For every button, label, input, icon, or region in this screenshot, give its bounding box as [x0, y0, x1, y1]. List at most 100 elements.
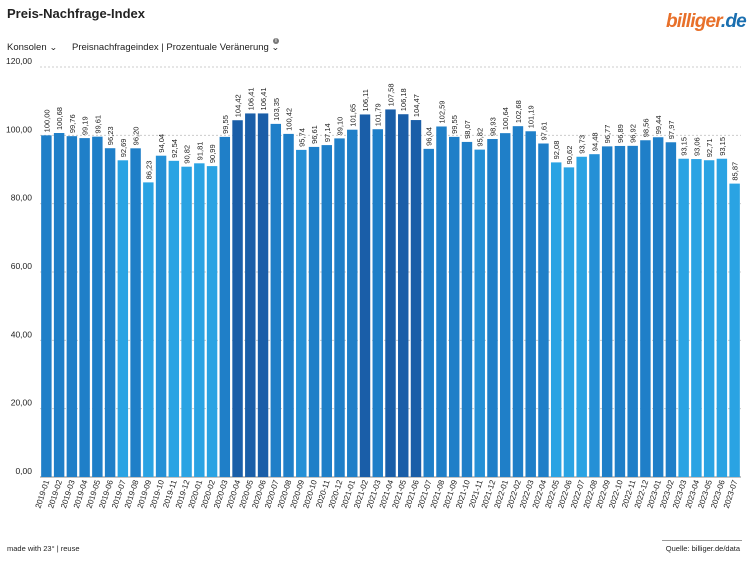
- bar-value-label: 106,18: [399, 88, 408, 111]
- bar[interactable]: [296, 149, 307, 477]
- bar-value-label: 86,23: [144, 161, 153, 180]
- bar[interactable]: [398, 114, 409, 478]
- bar-value-label: 97,14: [323, 123, 332, 142]
- bar-value-label: 92,08: [552, 141, 561, 160]
- bar-value-label: 103,35: [272, 98, 281, 121]
- bar[interactable]: [436, 126, 447, 478]
- bar[interactable]: [678, 158, 689, 478]
- bar[interactable]: [359, 114, 371, 478]
- made-with-credit[interactable]: made with 23° | reuse: [7, 544, 80, 553]
- bar[interactable]: [321, 145, 332, 478]
- bar[interactable]: [589, 154, 600, 477]
- bar[interactable]: [525, 131, 536, 477]
- bar[interactable]: [41, 135, 52, 478]
- bar[interactable]: [627, 145, 638, 477]
- bar[interactable]: [219, 136, 231, 477]
- chart-title: Preis-Nachfrage-Index: [7, 6, 145, 21]
- bar[interactable]: [487, 138, 498, 477]
- bar-value-label: 99,76: [68, 114, 77, 133]
- bar-value-label: 99,10: [336, 117, 345, 136]
- bar[interactable]: [563, 167, 575, 478]
- bar[interactable]: [652, 137, 664, 477]
- bar-value-label: 95,82: [476, 128, 485, 147]
- bar[interactable]: [79, 138, 90, 477]
- bar-value-label: 92,71: [705, 138, 714, 157]
- bar[interactable]: [66, 136, 78, 478]
- bar[interactable]: [410, 120, 422, 477]
- bar[interactable]: [194, 163, 205, 477]
- source-credit[interactable]: Quelle: billiger.de/data: [665, 544, 740, 553]
- bar[interactable]: [614, 145, 626, 477]
- bar-value-label: 100,64: [501, 107, 510, 130]
- bar[interactable]: [257, 113, 269, 478]
- bar-value-label: 93,15: [680, 137, 689, 156]
- bar-value-label: 96,92: [629, 124, 638, 143]
- bar-value-label: 104,47: [412, 94, 421, 117]
- bar[interactable]: [601, 146, 613, 477]
- bar[interactable]: [716, 158, 728, 478]
- bar-value-label: 96,20: [132, 127, 141, 146]
- bar[interactable]: [474, 149, 485, 478]
- bar-value-label: 99,44: [654, 115, 663, 134]
- bar[interactable]: [168, 160, 180, 478]
- bar[interactable]: [538, 143, 549, 478]
- bar-value-label: 100,68: [55, 107, 64, 130]
- bar[interactable]: [245, 113, 256, 478]
- bar[interactable]: [308, 146, 320, 477]
- bar-value-label: 101,19: [527, 105, 536, 128]
- billiger-logo[interactable]: billiger.de: [666, 11, 747, 33]
- metric-dropdown[interactable]: Preisnachfrageindex | Prozentuale Veräne…: [72, 42, 279, 53]
- bar[interactable]: [232, 120, 243, 478]
- bars: [41, 109, 740, 478]
- bar[interactable]: [334, 138, 345, 478]
- bar[interactable]: [449, 136, 460, 477]
- bar-value-label: 106,11: [361, 89, 370, 111]
- y-tick-label: 100,00: [6, 124, 32, 134]
- y-axis-ticks: 0,00 20,00 40,00 60,00 80,00 100,00 120,00: [6, 56, 32, 476]
- bar[interactable]: [270, 123, 282, 477]
- bar[interactable]: [640, 140, 651, 477]
- bar[interactable]: [53, 133, 65, 477]
- bar[interactable]: [550, 162, 562, 478]
- y-tick-label: 60,00: [11, 261, 33, 271]
- bar[interactable]: [499, 133, 511, 477]
- bar-value-label: 96,23: [106, 126, 115, 145]
- bar-value-label: 95,74: [297, 128, 306, 147]
- bar-value-label: 99,19: [81, 116, 90, 135]
- bar[interactable]: [117, 160, 129, 477]
- bar[interactable]: [576, 156, 587, 477]
- bar[interactable]: [283, 133, 294, 478]
- bar-value-label: 106,41: [246, 87, 255, 110]
- bar[interactable]: [423, 148, 434, 477]
- bar[interactable]: [512, 126, 524, 477]
- bar[interactable]: [130, 148, 141, 478]
- logo-dot: .: [720, 11, 726, 32]
- bar[interactable]: [181, 166, 192, 477]
- bar[interactable]: [347, 129, 358, 477]
- bar-value-label: 98,07: [463, 120, 472, 139]
- bar[interactable]: [665, 142, 677, 477]
- bar[interactable]: [92, 136, 103, 477]
- bar-value-label: 94,48: [590, 132, 599, 151]
- category-dropdown[interactable]: Konsolen ⌄: [7, 42, 57, 53]
- bar-value-label: 99,55: [221, 115, 230, 134]
- bar-value-label: 93,06: [692, 137, 701, 156]
- bar[interactable]: [385, 109, 396, 477]
- info-icon[interactable]: i: [273, 38, 279, 44]
- bar[interactable]: [461, 141, 473, 478]
- bar[interactable]: [104, 148, 116, 477]
- y-tick-label: 20,00: [11, 398, 33, 408]
- bar-value-label: 85,87: [731, 162, 740, 181]
- bar[interactable]: [206, 166, 218, 477]
- bar-value-label: 99,55: [450, 115, 459, 134]
- bar[interactable]: [143, 182, 154, 477]
- bar-value-label: 100,00: [42, 109, 51, 132]
- bar-value-label: 101,65: [348, 104, 357, 127]
- bar[interactable]: [703, 160, 715, 477]
- bar-value-label: 96,77: [603, 125, 612, 144]
- bar-value-label: 97,61: [539, 122, 548, 141]
- bar[interactable]: [729, 183, 740, 477]
- bar[interactable]: [691, 159, 702, 478]
- bar[interactable]: [155, 155, 167, 478]
- bar[interactable]: [372, 129, 383, 477]
